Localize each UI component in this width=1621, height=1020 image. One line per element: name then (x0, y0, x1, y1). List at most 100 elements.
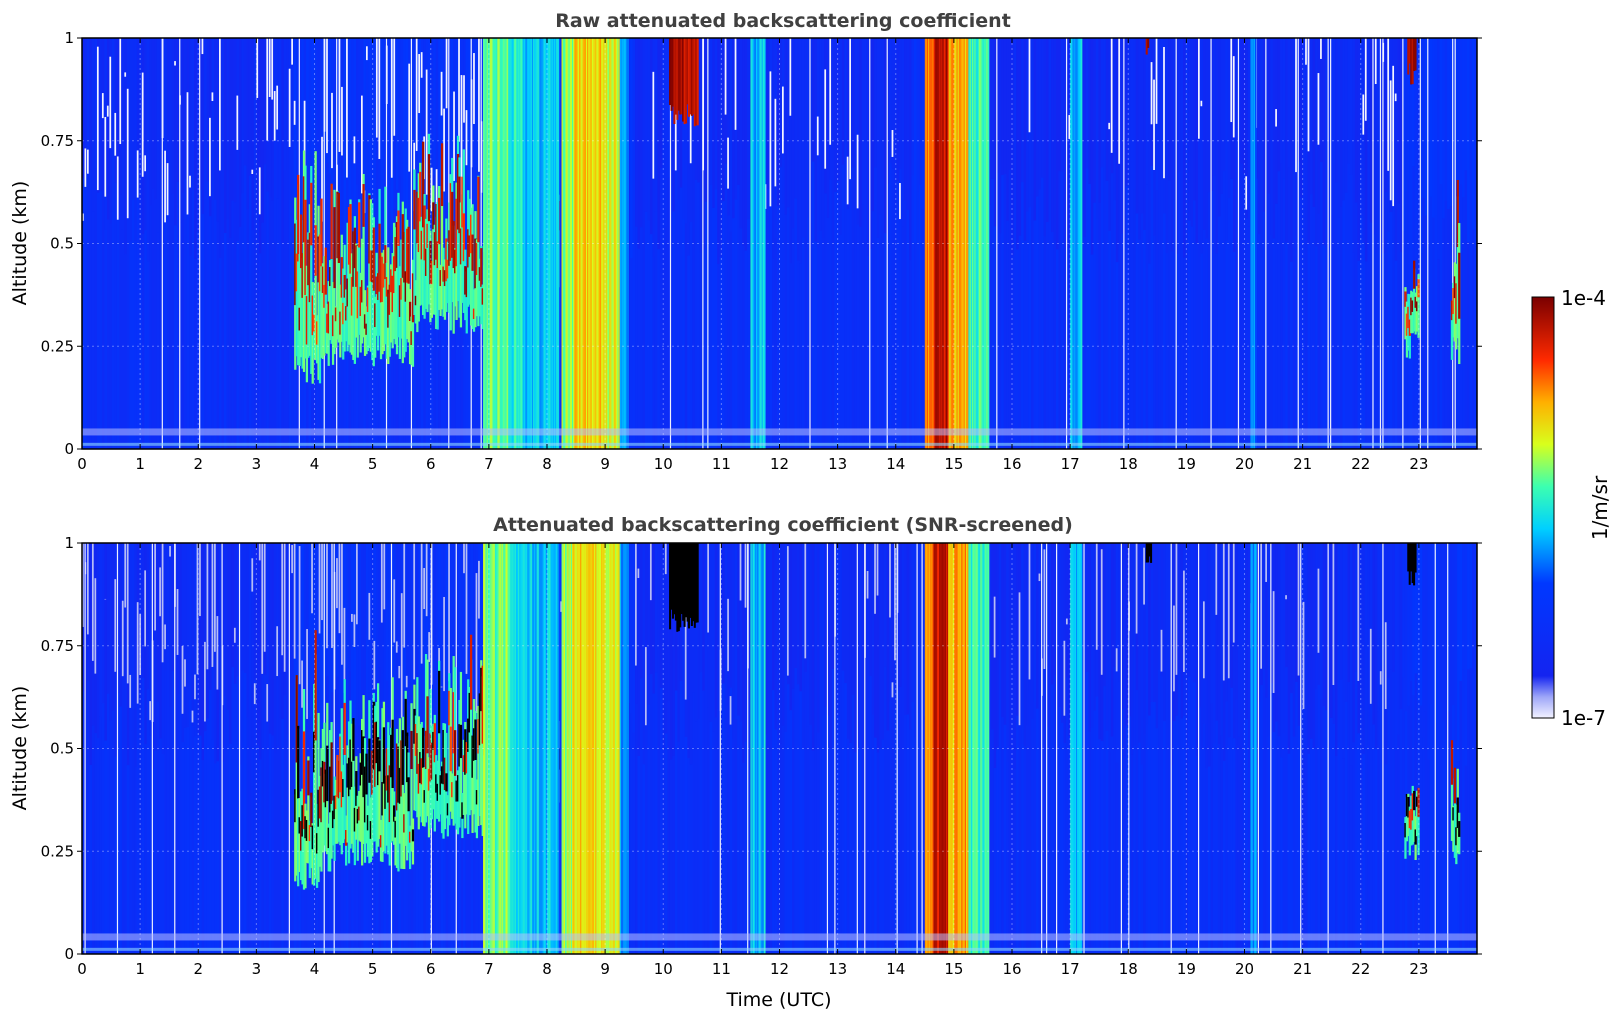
heatmap-column (104, 38, 108, 449)
heatmap-column (993, 543, 997, 954)
vertical-band (968, 543, 990, 954)
heatmap-column (856, 38, 860, 449)
heatmap-column (1160, 543, 1164, 954)
heatmap-column (186, 543, 190, 954)
heatmap-column (463, 543, 467, 954)
heatmap-column (1394, 38, 1398, 449)
heatmap-column (134, 38, 138, 449)
heatmap-column (184, 543, 188, 954)
heatmap-column (141, 543, 145, 954)
panel-title-raw: Raw attenuated backscattering coefficien… (555, 10, 1011, 32)
heatmap-column (286, 38, 290, 449)
heatmap-column (1449, 543, 1453, 954)
heatmap-column (1247, 543, 1251, 954)
heatmap-column (114, 38, 118, 449)
heatmap-column (1120, 38, 1124, 449)
heatmap-column (1474, 543, 1477, 954)
heatmap-column (829, 543, 833, 954)
heatmap-column (164, 38, 168, 449)
heatmap-column (1325, 543, 1329, 954)
screened-heatmap-area (82, 543, 1477, 954)
heatmap-column (1165, 38, 1169, 449)
heatmap-column (1060, 543, 1065, 954)
heatmap-column (1439, 543, 1443, 954)
heatmap-column (1148, 38, 1152, 449)
heatmap-column (1362, 543, 1366, 954)
heatmap-column (669, 543, 673, 954)
vertical-band (573, 38, 603, 449)
heatmap-column (139, 38, 143, 449)
heatmap-column (1327, 38, 1331, 449)
heatmap-column (1240, 543, 1244, 954)
heatmap-column (1016, 543, 1020, 954)
screened-y-axis-label: Altitude (km) (9, 686, 31, 811)
heatmap-column (1043, 543, 1047, 954)
heatmap-column (796, 543, 801, 954)
heatmap-column (1472, 38, 1476, 449)
heatmap-column (1058, 38, 1062, 449)
heatmap-column (1439, 38, 1443, 449)
heatmap-column (789, 38, 793, 449)
heatmap-column (991, 38, 995, 449)
heatmap-column (1200, 38, 1204, 449)
heatmap-column (1392, 38, 1396, 449)
heatmap-column (901, 543, 905, 954)
heatmap-column (839, 543, 843, 954)
heatmap-column (1389, 543, 1393, 954)
heatmap-column (1315, 38, 1319, 449)
heatmap-column (699, 543, 703, 954)
heatmap-column (181, 543, 185, 954)
heatmap-column (199, 543, 203, 954)
heatmap-column (121, 38, 125, 449)
heatmap-column (1113, 543, 1117, 954)
heatmap-column (268, 38, 272, 449)
heatmap-column (129, 38, 133, 449)
heatmap-column (1349, 38, 1354, 449)
heatmap-column (909, 38, 913, 449)
heatmap-column (632, 543, 636, 954)
heatmap-column (176, 543, 180, 954)
heatmap-column (169, 543, 173, 954)
heatmap-column (251, 38, 255, 449)
heatmap-column (1237, 38, 1241, 449)
heatmap-column (1026, 543, 1030, 954)
heatmap-column (891, 38, 895, 449)
heatmap-column (1382, 543, 1386, 954)
heatmap-column (1051, 38, 1055, 449)
heatmap-column (1352, 38, 1356, 449)
heatmap-column (734, 38, 738, 449)
vertical-band (750, 38, 766, 449)
heatmap-column (413, 543, 417, 954)
heatmap-column (727, 543, 731, 954)
heatmap-column (1292, 543, 1296, 954)
heatmap-column (786, 38, 791, 449)
heatmap-column (819, 38, 823, 449)
x-tick-label: 3 (252, 960, 262, 978)
heatmap-column (657, 543, 661, 954)
heatmap-column (1290, 543, 1294, 954)
x-tick-label: 7 (484, 960, 494, 978)
heatmap-column (1287, 38, 1291, 449)
heatmap-column (684, 38, 688, 449)
heatmap-column (211, 38, 215, 449)
heatmap-column (1195, 543, 1199, 954)
heatmap-column (243, 543, 248, 954)
heatmap-column (266, 543, 270, 954)
heatmap-column (774, 38, 778, 449)
heatmap-column (1210, 543, 1214, 954)
heatmap-column (206, 38, 210, 449)
heatmap-column (1399, 38, 1403, 449)
heatmap-column (1120, 543, 1124, 954)
heatmap-column (241, 543, 245, 954)
heatmap-column (719, 543, 723, 954)
heatmap-column (831, 38, 835, 449)
heatmap-column (1051, 543, 1055, 954)
heatmap-column (1088, 543, 1092, 954)
heatmap-column (904, 543, 908, 954)
heatmap-column (450, 543, 454, 954)
heatmap-column (876, 38, 880, 449)
heatmap-column (420, 543, 424, 954)
x-tick-label: 11 (712, 455, 731, 473)
heatmap-column (662, 543, 666, 954)
heatmap-column (154, 543, 158, 954)
